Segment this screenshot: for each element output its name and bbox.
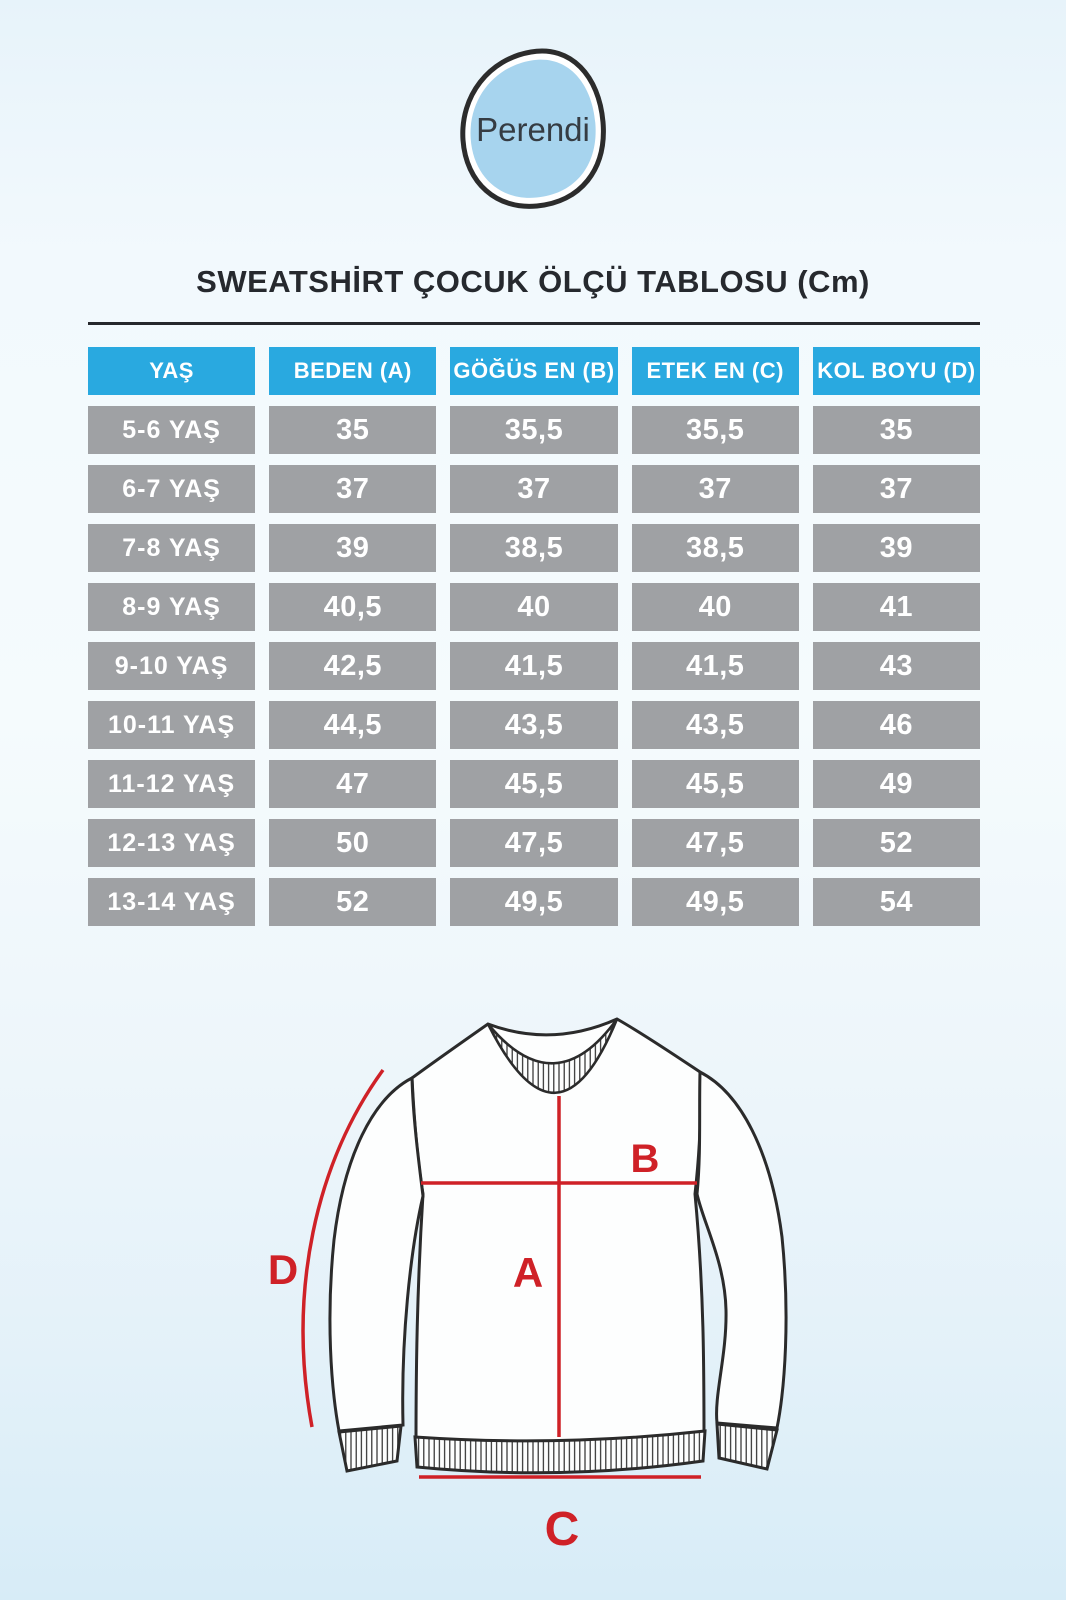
brand-logo: Perendi [460,48,606,209]
table-row: 9-10 YAŞ 42,5 41,5 41,5 43 [88,642,980,690]
table-cell: 41,5 [631,642,799,690]
table-cell: 44,5 [269,701,437,749]
table-cell: 46 [812,701,980,749]
row-age: 7-8 YAŞ [88,524,256,572]
table-cell: 49,5 [631,878,799,926]
table-cell: 35,5 [631,406,799,454]
table-cell: 37 [631,465,799,513]
table-cell: 40 [450,583,618,631]
table-cell: 37 [812,465,980,513]
table-row: 13-14 YAŞ 52 49,5 49,5 54 [88,878,980,926]
table-cell: 45,5 [631,760,799,808]
table-cell: 52 [812,819,980,867]
hem-band [413,1429,707,1475]
table-cell: 43,5 [450,701,618,749]
title-underline [88,322,980,325]
page-title: SWEATSHİRT ÇOCUK ÖLÇÜ TABLOSU (Cm) [196,264,870,299]
table-cell: 50 [269,819,437,867]
table-cell: 49,5 [450,878,618,926]
size-table: YAŞ BEDEN (A) GÖĞÜS EN (B) ETEK EN (C) K… [88,347,980,926]
sweatshirt-diagram: A B C D [268,1017,788,1556]
table-cell: 43 [812,642,980,690]
table-cell: 45,5 [450,760,618,808]
table-cell: 47 [269,760,437,808]
table-cell: 40,5 [269,583,437,631]
row-age: 13-14 YAŞ [88,878,256,926]
col-header-etek-en: ETEK EN (C) [631,347,799,395]
row-age: 12-13 YAŞ [88,819,256,867]
row-age: 11-12 YAŞ [88,760,256,808]
measure-arc-d [301,1068,385,1428]
col-header-beden: BEDEN (A) [269,347,437,395]
table-cell: 40 [631,583,799,631]
table-cell: 39 [269,524,437,572]
table-cell: 35,5 [450,406,618,454]
label-b: B [631,1137,660,1181]
table-cell: 42,5 [269,642,437,690]
right-cuff [715,1422,779,1471]
table-row: 12-13 YAŞ 50 47,5 47,5 52 [88,819,980,867]
label-a: A [513,1249,543,1296]
row-age: 10-11 YAŞ [88,701,256,749]
table-cell: 35 [812,406,980,454]
table-cell: 47,5 [450,819,618,867]
brand-name: Perendi [476,111,590,148]
table-cell: 54 [812,878,980,926]
table-cell: 47,5 [631,819,799,867]
table-cell: 37 [450,465,618,513]
row-age: 5-6 YAŞ [88,406,256,454]
table-cell: 38,5 [631,524,799,572]
col-header-kol-boyu: KOL BOYU (D) [812,347,980,395]
table-cell: 38,5 [450,524,618,572]
table-cell: 39 [812,524,980,572]
label-c: C [545,1503,580,1556]
right-sleeve [695,1069,788,1430]
row-age: 6-7 YAŞ [88,465,256,513]
table-cell: 35 [269,406,437,454]
table-row: 6-7 YAŞ 37 37 37 37 [88,465,980,513]
table-row: 7-8 YAŞ 39 38,5 38,5 39 [88,524,980,572]
row-age: 8-9 YAŞ [88,583,256,631]
table-row: 8-9 YAŞ 40,5 40 40 41 [88,583,980,631]
left-sleeve [328,1075,425,1433]
table-row: 5-6 YAŞ 35 35,5 35,5 35 [88,406,980,454]
col-header-yas: YAŞ [88,347,256,395]
logo-blob-fill [470,59,596,198]
table-header-row: YAŞ BEDEN (A) GÖĞÜS EN (B) ETEK EN (C) K… [88,347,980,395]
collar-band [486,1018,619,1095]
col-header-gogus-en: GÖĞÜS EN (B) [450,347,618,395]
table-cell: 43,5 [631,701,799,749]
left-cuff [337,1424,403,1473]
table-cell: 41,5 [450,642,618,690]
label-d: D [268,1246,298,1293]
table-cell: 41 [812,583,980,631]
table-row: 10-11 YAŞ 44,5 43,5 43,5 46 [88,701,980,749]
table-cell: 37 [269,465,437,513]
table-cell: 49 [812,760,980,808]
row-age: 9-10 YAŞ [88,642,256,690]
table-cell: 52 [269,878,437,926]
table-row: 11-12 YAŞ 47 45,5 45,5 49 [88,760,980,808]
